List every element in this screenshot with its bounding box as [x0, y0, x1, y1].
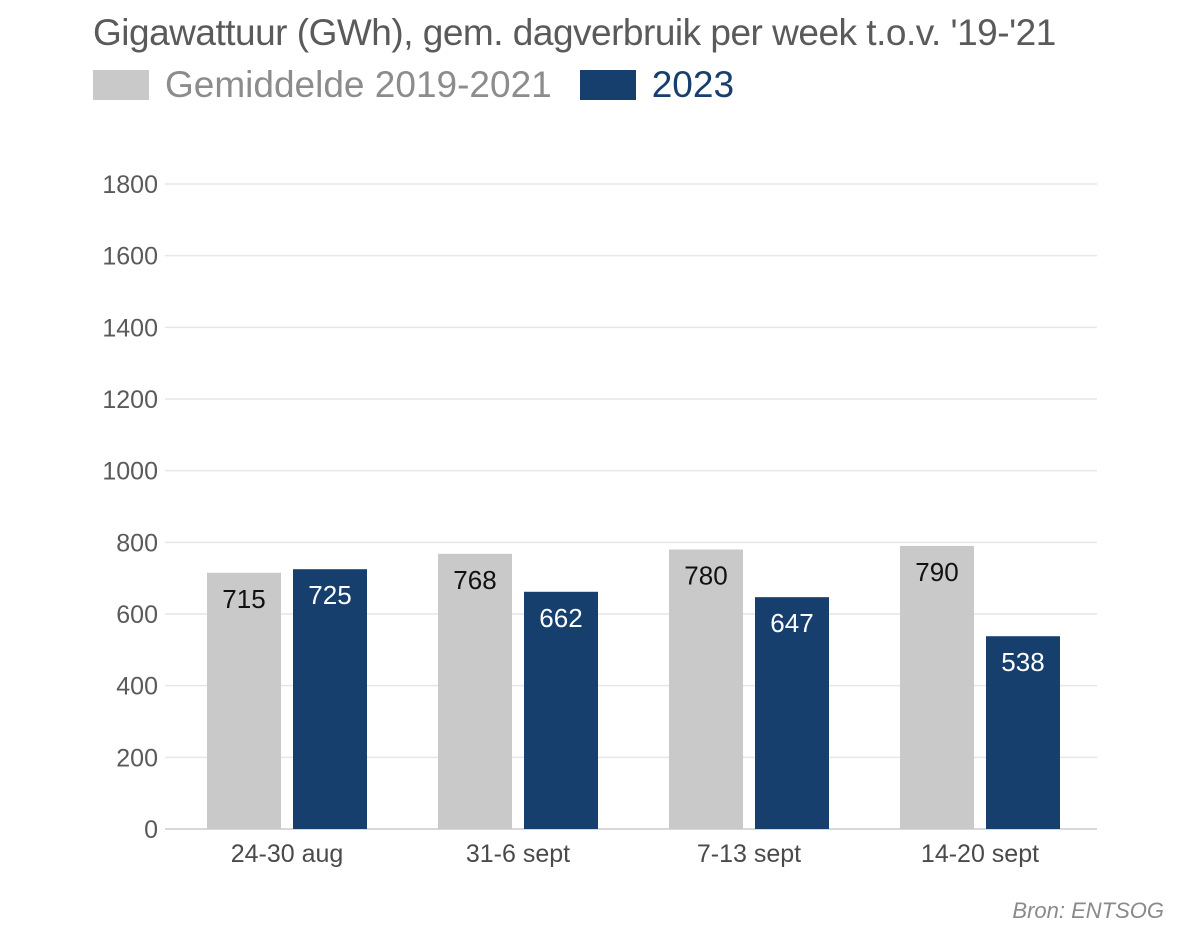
bar-average	[438, 553, 512, 829]
y-tick-label: 600	[116, 601, 158, 629]
data-label: 790	[915, 557, 958, 587]
x-tick-label: 7-13 sept	[697, 840, 801, 868]
legend-swatch-average	[93, 70, 149, 100]
bar-2023	[986, 636, 1060, 829]
legend-swatch-2023	[579, 70, 636, 100]
y-tick-label: 800	[116, 529, 158, 557]
x-tick-label: 14-20 sept	[921, 840, 1039, 868]
bar-2023	[755, 597, 829, 829]
legend-item-average: Gemiddelde 2019-2021	[93, 64, 552, 106]
y-tick-label: 200	[116, 744, 158, 772]
y-tick-label: 400	[116, 673, 158, 701]
x-tick-label: 31-6 sept	[466, 840, 570, 868]
x-tick-label: 24-30 aug	[231, 840, 344, 868]
bar-average	[207, 572, 281, 829]
bar-average	[669, 549, 743, 829]
y-tick-label: 1400	[102, 314, 158, 342]
bar-2023	[524, 591, 598, 829]
data-label: 662	[539, 603, 582, 633]
data-label: 725	[308, 580, 351, 610]
y-tick-label: 1600	[102, 243, 158, 271]
legend-item-2023: 2023	[579, 64, 735, 106]
legend: Gemiddelde 2019-2021 2023	[93, 64, 762, 106]
y-tick-label: 1800	[102, 171, 158, 199]
data-label: 715	[222, 584, 265, 614]
y-tick-label: 1000	[102, 458, 158, 486]
data-label: 647	[770, 608, 813, 638]
y-tick-label: 1200	[102, 386, 158, 414]
y-tick-label: 0	[144, 816, 158, 844]
chart-title: Gigawattuur (GWh), gem. dagverbruik per …	[93, 12, 1056, 53]
bar-2023	[293, 569, 367, 829]
legend-label-average: Gemiddelde 2019-2021	[165, 64, 552, 105]
data-label: 780	[684, 561, 727, 591]
data-label: 538	[1001, 647, 1044, 677]
source-note: Bron: ENTSOG	[1012, 898, 1164, 923]
bar-average	[900, 545, 974, 829]
data-label: 768	[453, 565, 496, 595]
legend-label-2023: 2023	[651, 64, 735, 105]
